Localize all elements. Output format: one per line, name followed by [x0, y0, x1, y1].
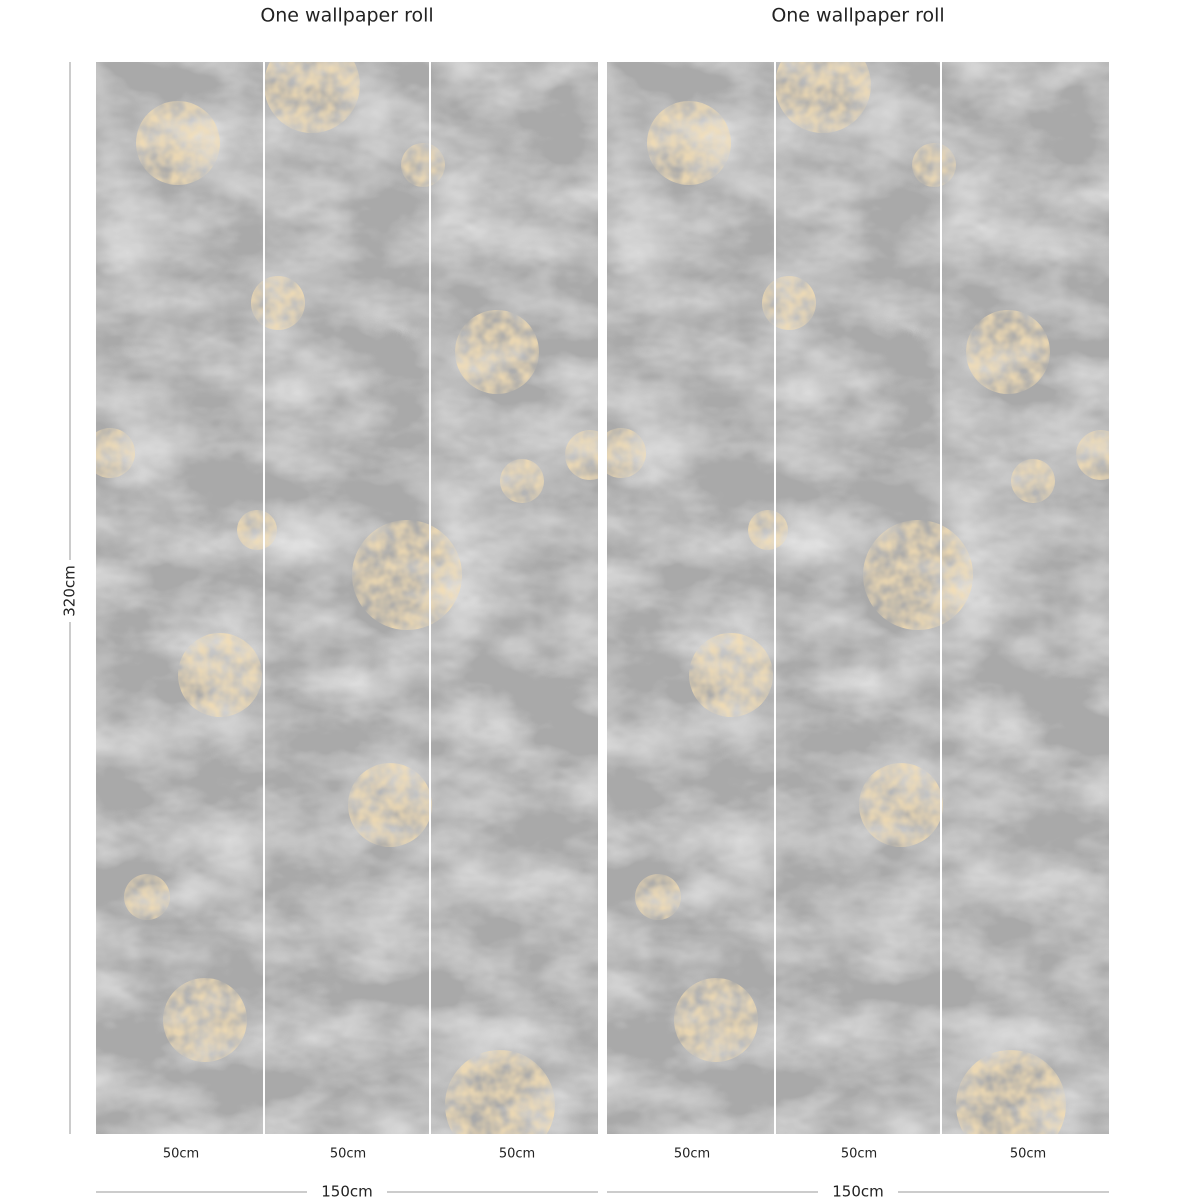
panel-width-label: 50cm: [841, 1147, 877, 1162]
roll-title: One wallpaper roll: [771, 5, 944, 27]
panel-width-label: 50cm: [163, 1147, 199, 1162]
total-width-label: 150cm: [321, 1183, 373, 1200]
roll-panel: [596, 37, 1126, 1160]
roll-panel: [85, 37, 615, 1160]
roll-title: One wallpaper roll: [260, 5, 433, 27]
panel-width-label: 50cm: [1010, 1147, 1046, 1162]
panel-width-label: 50cm: [499, 1147, 535, 1162]
panel-width-label: 50cm: [330, 1147, 366, 1162]
total-width-label: 150cm: [832, 1183, 884, 1200]
panel-width-label: 50cm: [674, 1147, 710, 1162]
height-label: 320cm: [61, 565, 79, 617]
